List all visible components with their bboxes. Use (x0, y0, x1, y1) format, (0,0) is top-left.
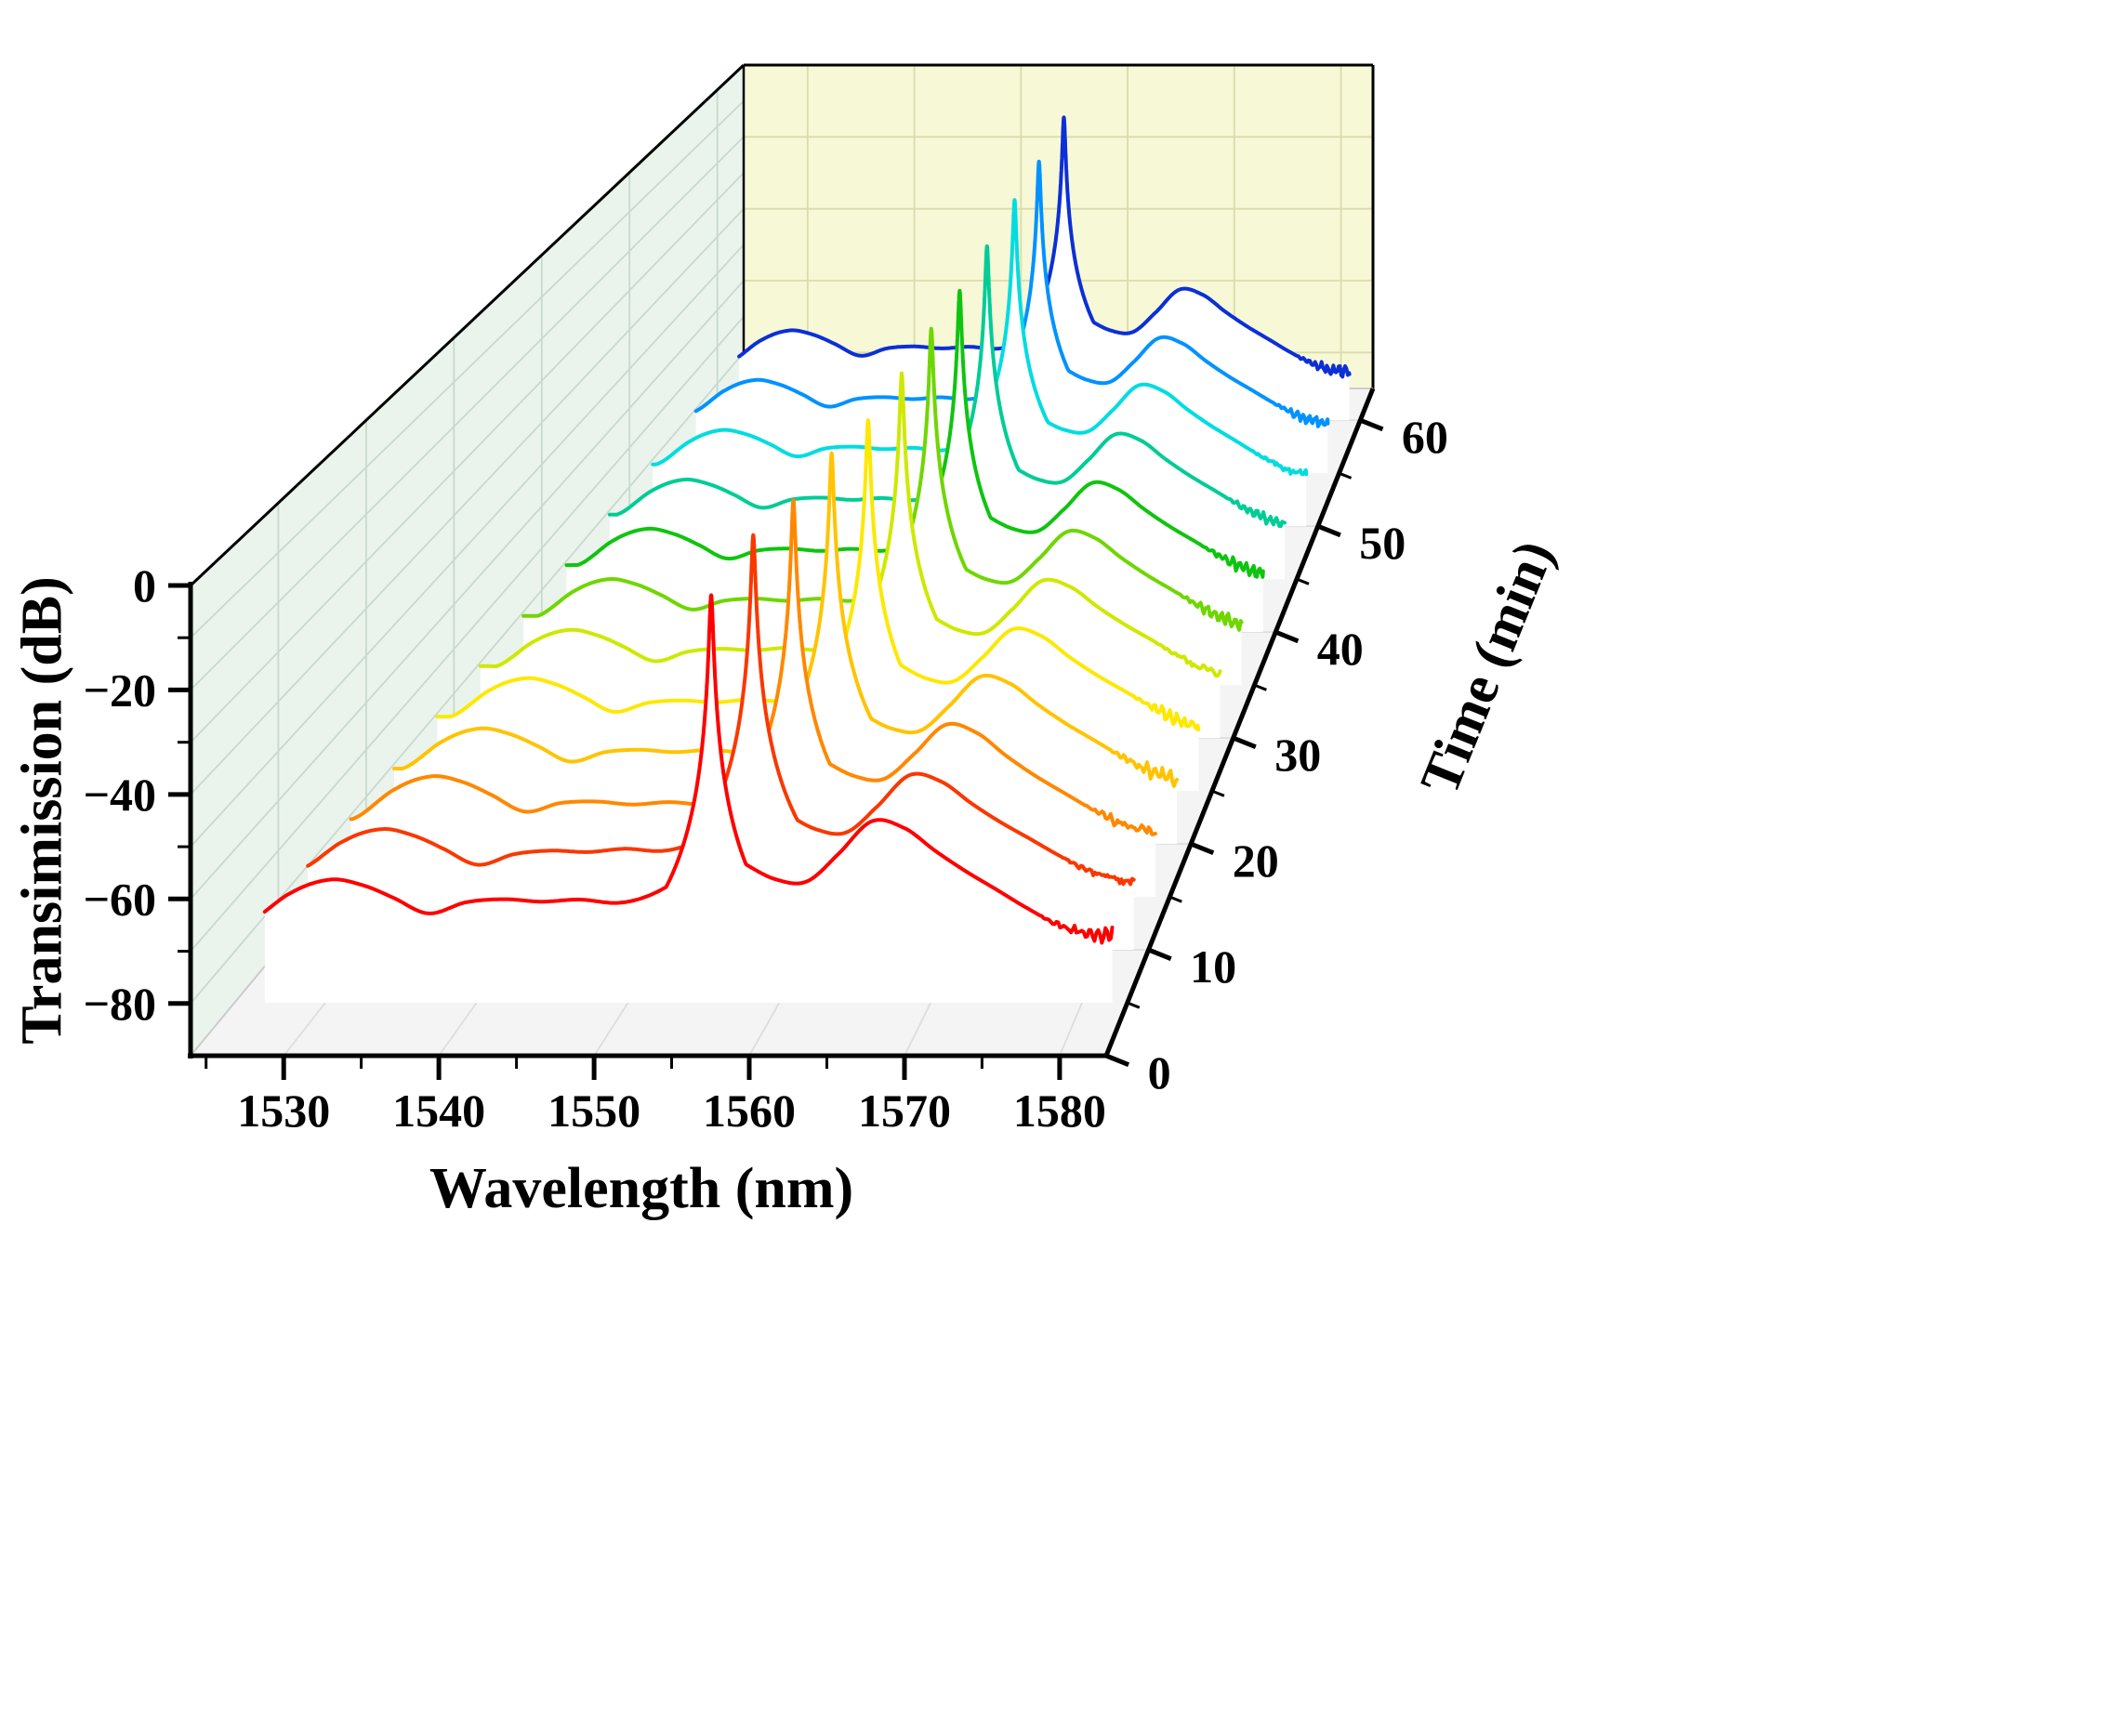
t-tick-label: 50 (1359, 517, 1406, 569)
t-minor-tick (1211, 789, 1225, 797)
spectrum-curve-50min (651, 198, 1309, 477)
spectrum-curve-25min (435, 418, 1201, 732)
t-tick-label: 30 (1274, 729, 1321, 781)
t-minor-tick (1127, 1001, 1141, 1009)
spectrum-curve-30min (478, 371, 1222, 678)
z-axis-title: Transimission (dB) (10, 576, 74, 1045)
spectrum-curve-40min (564, 288, 1265, 579)
left-wall (191, 65, 744, 1056)
spectrum-curve-60min (737, 115, 1352, 379)
t-tick (1232, 735, 1257, 750)
spectrum-curve-55min (693, 159, 1330, 428)
t-minor-tick (1296, 577, 1310, 585)
left-wall-gridline (190, 351, 745, 1005)
left-wall-gridline (190, 136, 745, 691)
t-tick (1359, 417, 1384, 432)
left-wall-gridline (190, 280, 745, 900)
x-tick-label: 1560 (703, 1085, 796, 1137)
t-tick-label: 20 (1233, 835, 1279, 887)
t-tick (1147, 947, 1172, 962)
x-tick-label: 1530 (237, 1085, 330, 1137)
x-axis-title: Wavelength (nm) (429, 1157, 854, 1220)
spectrum-curve-5min (262, 593, 1115, 945)
spectrum-fill-60min (739, 117, 1350, 421)
spectrum-curve-20min (392, 451, 1180, 788)
left-wall-gridline (190, 208, 745, 796)
time-axis (1103, 388, 1376, 1057)
z-tick-label: −80 (84, 978, 157, 1030)
left-wall-gridline (190, 172, 745, 743)
spectrum-curve-10min (306, 533, 1136, 887)
box-edge-left-top (189, 63, 746, 587)
z-tick-label: −40 (84, 769, 157, 821)
t-minor-tick (1168, 895, 1182, 903)
t-tick (1274, 629, 1300, 644)
t-tick (1190, 841, 1215, 856)
t-tick-label: 0 (1148, 1046, 1171, 1098)
z-tick-label: −20 (84, 664, 157, 716)
x-tick-label: 1540 (392, 1085, 485, 1137)
t-tick-label: 40 (1317, 623, 1364, 675)
left-wall-gridline (190, 100, 745, 638)
t-tick (1316, 523, 1341, 538)
t-minor-tick (1339, 471, 1353, 480)
t-tick-label: 10 (1190, 940, 1236, 993)
t-tick (1105, 1053, 1130, 1068)
spectrum-curve-35min (521, 326, 1244, 632)
x-tick-label: 1570 (858, 1085, 951, 1137)
z-tick-label: 0 (133, 559, 156, 612)
left-wall-gridline (190, 316, 745, 953)
t-tick-label: 60 (1402, 411, 1448, 463)
z-tick-label: −60 (84, 873, 157, 925)
x-tick-label: 1580 (1013, 1085, 1106, 1137)
spectrum-curve-15min (349, 498, 1157, 836)
t-minor-tick (1253, 683, 1267, 691)
left-wall-gridline (190, 243, 745, 848)
x-tick-label: 1550 (548, 1085, 640, 1137)
spectrum-curve-45min (607, 243, 1287, 529)
